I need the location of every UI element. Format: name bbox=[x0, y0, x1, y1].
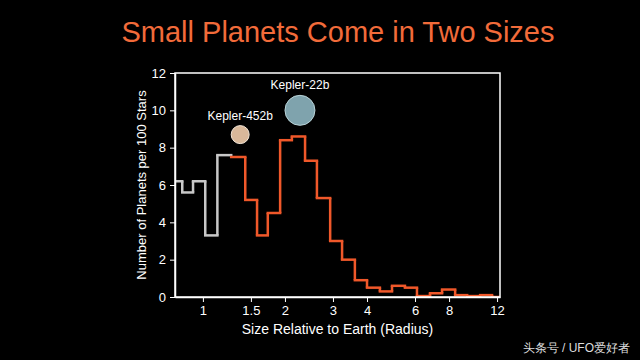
tick-label: 8 bbox=[159, 140, 166, 155]
histogram-step bbox=[292, 135, 305, 138]
step-riser bbox=[204, 181, 207, 235]
histogram-step bbox=[330, 240, 342, 243]
tick-mark bbox=[170, 260, 175, 261]
histogram-step bbox=[455, 294, 467, 297]
histogram-step bbox=[268, 212, 280, 215]
tick-mark bbox=[333, 297, 334, 302]
tick-label: 2 bbox=[159, 252, 166, 267]
histogram-step bbox=[317, 197, 330, 200]
tick-mark bbox=[170, 297, 175, 298]
planet bbox=[285, 95, 315, 125]
tick-label: 0 bbox=[159, 290, 166, 305]
tick-mark bbox=[367, 297, 368, 302]
histogram-step bbox=[305, 159, 317, 162]
annotation: Kepler-452b bbox=[207, 109, 273, 123]
planet bbox=[231, 126, 249, 144]
tick-mark bbox=[203, 297, 204, 302]
tick-label: 12 bbox=[152, 66, 166, 81]
histogram-step bbox=[257, 234, 268, 237]
tick-label: 3 bbox=[330, 303, 337, 318]
tick-label: 6 bbox=[412, 303, 419, 318]
y-axis-title: Number of Planets per 100 Stars bbox=[134, 90, 149, 280]
tick: 10 bbox=[152, 103, 175, 118]
tick-label: 2 bbox=[282, 303, 289, 318]
tick: 0 bbox=[159, 290, 175, 305]
tick-label: 8 bbox=[446, 303, 453, 318]
axis-line bbox=[176, 297, 501, 299]
tick-mark bbox=[251, 297, 252, 302]
tick: 3 bbox=[330, 297, 337, 318]
step-riser bbox=[216, 155, 219, 235]
annotation: Kepler-22b bbox=[271, 78, 330, 92]
histogram-step bbox=[231, 156, 245, 159]
x-axis: 1 1.5 2 3 4 6 8 12 bbox=[176, 297, 505, 318]
histogram-step bbox=[442, 288, 455, 291]
watermark: 头条号 / UFO爱好者 bbox=[523, 341, 630, 355]
step-riser bbox=[304, 136, 307, 160]
histogram-step bbox=[217, 154, 231, 157]
title: Small Planets Come in Two Sizes bbox=[121, 16, 554, 48]
tick: 6 bbox=[159, 178, 175, 193]
step-riser bbox=[256, 200, 259, 235]
tick: 6 bbox=[412, 297, 419, 318]
background bbox=[0, 0, 640, 360]
tick-mark bbox=[170, 73, 175, 74]
tick: 2 bbox=[282, 297, 289, 318]
histogram-step bbox=[480, 294, 492, 297]
tick: 4 bbox=[159, 215, 175, 230]
step-riser bbox=[329, 198, 332, 241]
histogram-step bbox=[430, 292, 442, 295]
tick-label: 4 bbox=[159, 215, 166, 230]
step-riser bbox=[267, 213, 270, 235]
tick: 8 bbox=[446, 297, 453, 318]
tick-mark bbox=[170, 222, 175, 223]
histogram-step bbox=[392, 285, 405, 288]
histogram-step bbox=[355, 279, 367, 282]
histogram-step bbox=[342, 258, 355, 261]
tick: 2 bbox=[159, 252, 175, 267]
tick-mark bbox=[415, 297, 416, 302]
step-riser bbox=[181, 181, 184, 192]
tick-mark bbox=[170, 148, 175, 149]
histogram-step bbox=[405, 286, 417, 289]
tick-label: 1.5 bbox=[242, 303, 260, 318]
tick-label: 6 bbox=[159, 178, 166, 193]
histogram-step bbox=[205, 234, 217, 237]
tick-mark bbox=[497, 297, 498, 302]
tick-mark bbox=[449, 297, 450, 302]
tick: 1 bbox=[200, 297, 207, 318]
x-axis-title: Size Relative to Earth (Radius) bbox=[242, 321, 433, 337]
tick: 1.5 bbox=[242, 297, 260, 318]
histogram-step bbox=[380, 290, 392, 293]
tick-label: 1 bbox=[200, 303, 207, 318]
histogram-step bbox=[193, 180, 205, 183]
series bbox=[231, 136, 500, 297]
chart: Small Planets Come in Two Sizes 1 1.5 2 3 4 6 8… bbox=[0, 0, 640, 360]
tick: 8 bbox=[159, 140, 175, 155]
step-riser bbox=[341, 241, 344, 260]
step-riser bbox=[244, 157, 247, 200]
step-riser bbox=[416, 288, 419, 296]
histogram-step bbox=[245, 199, 257, 202]
y-axis: 0 2 4 6 8 10 12 bbox=[152, 66, 176, 305]
tick-mark bbox=[170, 110, 175, 111]
histogram-step bbox=[182, 191, 193, 194]
tick: 12 bbox=[152, 66, 175, 81]
series bbox=[175, 155, 231, 235]
step-riser bbox=[316, 161, 319, 198]
step-riser bbox=[354, 260, 357, 281]
tick-label: 4 bbox=[364, 303, 371, 318]
histogram-step bbox=[280, 139, 292, 142]
tick-mark bbox=[285, 297, 286, 302]
tick-label: 12 bbox=[490, 303, 504, 318]
histogram-step bbox=[367, 286, 380, 289]
step-riser bbox=[192, 181, 195, 192]
tick-label: 10 bbox=[152, 103, 166, 118]
tick-mark bbox=[170, 185, 175, 186]
plot-frame bbox=[175, 73, 500, 297]
tick: 4 bbox=[364, 297, 371, 318]
step-riser bbox=[279, 140, 282, 213]
tick: 12 bbox=[490, 297, 504, 318]
plot-area bbox=[175, 136, 500, 297]
